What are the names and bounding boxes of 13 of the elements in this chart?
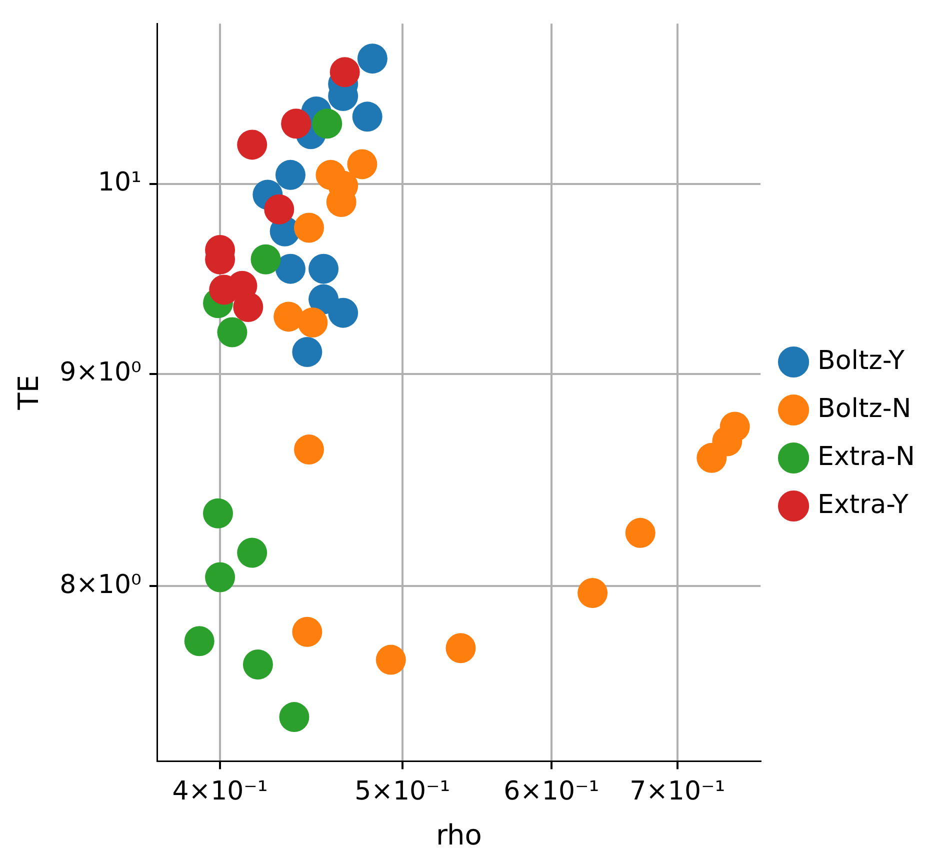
x-tick-label: 6×10⁻¹ <box>504 776 600 807</box>
x-tick-label: 4×10⁻¹ <box>172 776 268 807</box>
legend-label: Extra-N <box>818 442 916 472</box>
legend-label: Boltz-N <box>818 394 912 424</box>
x-tick-label: 5×10⁻¹ <box>354 776 450 807</box>
legend-label: Boltz-Y <box>818 346 905 376</box>
x-tick-label: 7×10⁻¹ <box>630 776 726 807</box>
y-axis-title: TE <box>12 375 46 411</box>
y-tick-label: 8×10⁰ <box>60 570 142 600</box>
y-tick-label: 10¹ <box>98 168 142 198</box>
y-tick-label: 9×10⁰ <box>60 358 142 388</box>
x-axis-title: rho <box>436 818 482 852</box>
legend-label: Extra-Y <box>818 490 908 520</box>
